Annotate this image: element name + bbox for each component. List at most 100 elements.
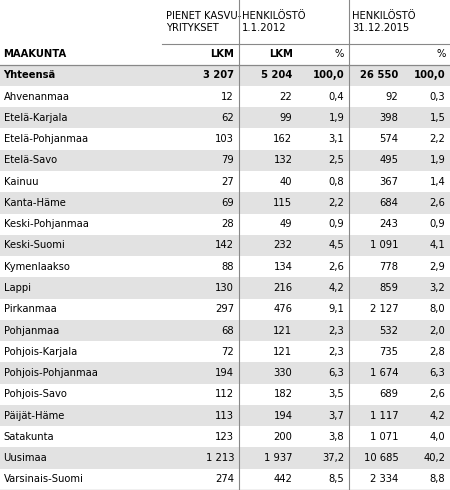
Text: 0,4: 0,4 [328,92,344,101]
Text: Yhteensä: Yhteensä [4,70,56,80]
Text: 859: 859 [379,283,398,293]
Bar [0,277,450,298]
Bar [0,320,450,341]
Text: 99: 99 [280,113,292,123]
Text: 121: 121 [274,325,292,336]
Text: Pohjois-Karjala: Pohjois-Karjala [4,347,77,357]
Text: 3 207: 3 207 [203,70,234,80]
Text: 1,9: 1,9 [328,113,344,123]
Text: 100,0: 100,0 [414,70,446,80]
Text: 6,3: 6,3 [430,368,446,378]
Text: Satakunta: Satakunta [4,432,54,442]
Text: Keski-Suomi: Keski-Suomi [4,241,64,250]
Text: 2,8: 2,8 [430,347,446,357]
Text: 69: 69 [221,198,234,208]
Text: Kainuu: Kainuu [4,176,38,187]
Text: 2,3: 2,3 [328,325,344,336]
Text: 2,2: 2,2 [430,134,446,144]
Text: 1,5: 1,5 [430,113,446,123]
Text: 3,7: 3,7 [328,411,344,420]
Text: 0,9: 0,9 [430,219,446,229]
Bar [0,363,450,384]
Text: 62: 62 [221,113,234,123]
Bar [0,150,450,171]
Bar [0,214,450,235]
Text: 5 204: 5 204 [261,70,292,80]
Text: 6,3: 6,3 [328,368,344,378]
Text: 194: 194 [215,368,234,378]
Text: 121: 121 [274,347,292,357]
Text: 2,9: 2,9 [430,262,446,272]
Text: Keski-Pohjanmaa: Keski-Pohjanmaa [4,219,89,229]
Text: 2,3: 2,3 [328,347,344,357]
Text: 274: 274 [215,474,234,485]
Bar [0,426,450,447]
Text: 243: 243 [379,219,398,229]
Text: Uusimaa: Uusimaa [4,453,47,463]
Text: 112: 112 [215,389,234,399]
Text: 4,5: 4,5 [328,241,344,250]
Bar [0,256,450,277]
Text: 68: 68 [221,325,234,336]
Text: 367: 367 [379,176,398,187]
Text: 100,0: 100,0 [313,70,344,80]
Text: HENKILÖSTÖ
31.12.2015: HENKILÖSTÖ 31.12.2015 [352,11,416,33]
Text: 134: 134 [274,262,292,272]
Bar [0,107,450,128]
Text: 182: 182 [274,389,292,399]
Text: 1 117: 1 117 [369,411,398,420]
Text: 2,5: 2,5 [328,155,344,166]
Text: 297: 297 [215,304,234,314]
Text: 72: 72 [221,347,234,357]
Text: Pohjanmaa: Pohjanmaa [4,325,59,336]
Text: 2,6: 2,6 [430,198,446,208]
Text: LKM: LKM [269,49,292,59]
Text: 1,9: 1,9 [430,155,446,166]
Bar [0,341,450,363]
Text: Etelä-Savo: Etelä-Savo [4,155,57,166]
Text: 0,9: 0,9 [328,219,344,229]
Bar [0,44,450,65]
Text: Etelä-Pohjanmaa: Etelä-Pohjanmaa [4,134,88,144]
Text: Kymenlaakso: Kymenlaakso [4,262,69,272]
Text: 532: 532 [379,325,398,336]
Text: 2,2: 2,2 [328,198,344,208]
Text: 4,2: 4,2 [328,283,344,293]
Text: 1,4: 1,4 [430,176,446,187]
Text: 476: 476 [274,304,292,314]
Bar [0,65,450,86]
Text: 49: 49 [280,219,292,229]
Text: 92: 92 [386,92,398,101]
Text: Päijät-Häme: Päijät-Häme [4,411,64,420]
Text: 2,0: 2,0 [430,325,446,336]
Text: 330: 330 [274,368,292,378]
Text: 3,5: 3,5 [328,389,344,399]
Text: 0,8: 0,8 [328,176,344,187]
Text: PIENET KASVU-
YRITYKSET: PIENET KASVU- YRITYKSET [166,11,241,33]
Bar [0,384,450,405]
Text: 113: 113 [215,411,234,420]
Text: 2 127: 2 127 [369,304,398,314]
Text: 232: 232 [274,241,292,250]
Text: 3,2: 3,2 [430,283,446,293]
Text: Varsinais-Suomi: Varsinais-Suomi [4,474,84,485]
Text: 37,2: 37,2 [322,453,344,463]
Text: 40,2: 40,2 [423,453,446,463]
Text: 778: 778 [379,262,398,272]
Text: 200: 200 [274,432,292,442]
Text: 115: 115 [274,198,292,208]
Text: 1 213: 1 213 [206,453,234,463]
Bar [0,298,450,320]
Bar [0,447,450,469]
Text: 684: 684 [379,198,398,208]
Text: 194: 194 [274,411,292,420]
Text: 442: 442 [274,474,292,485]
Text: 398: 398 [379,113,398,123]
Text: 2,6: 2,6 [430,389,446,399]
Text: 162: 162 [274,134,292,144]
Text: 4,1: 4,1 [430,241,446,250]
Text: 0,3: 0,3 [430,92,446,101]
Text: HENKILÖSTÖ
1.1.2012: HENKILÖSTÖ 1.1.2012 [242,11,306,33]
Text: 26 550: 26 550 [360,70,398,80]
Bar [0,86,450,107]
